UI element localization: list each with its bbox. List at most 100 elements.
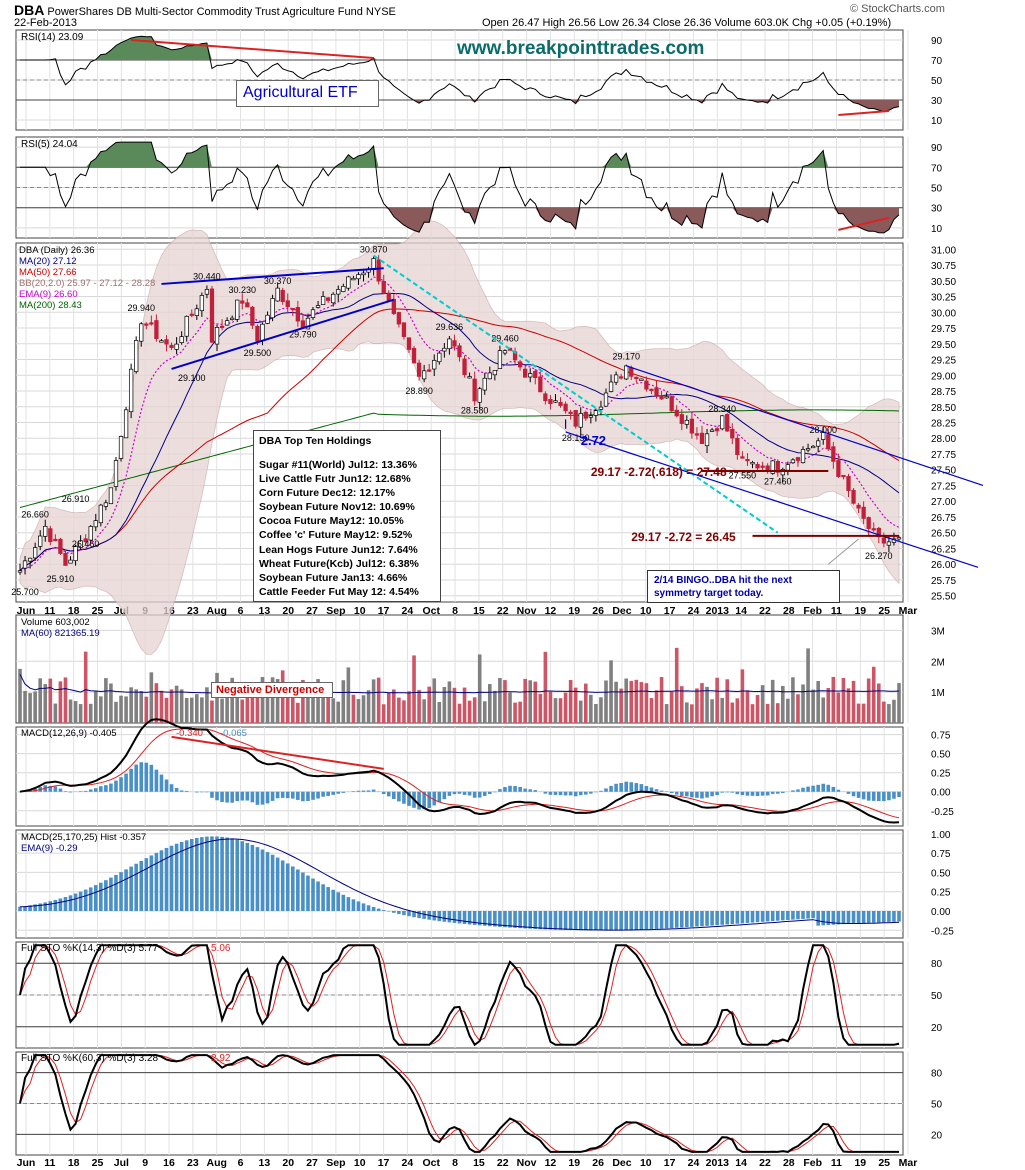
- candle: [477, 388, 482, 403]
- macd-hist-bar: [578, 791, 583, 796]
- x-tick-label: 19: [568, 1157, 580, 1169]
- volume-bar: [765, 703, 770, 723]
- macd2-hist-bar: [48, 901, 53, 911]
- volume-bar: [442, 687, 447, 723]
- x-tick-label: Feb: [803, 605, 822, 617]
- y-tick-label: 28.75: [931, 387, 956, 398]
- y-tick-label: 26.50: [931, 529, 956, 540]
- candle: [315, 305, 321, 308]
- holding-row: Cocoa Future May12: 10.05%: [259, 515, 404, 528]
- macd2-hist-bar: [114, 874, 118, 911]
- macd2-hist-bar: [78, 891, 83, 911]
- x-tick-label: 25: [92, 605, 104, 617]
- x-tick-label: 14: [735, 605, 747, 617]
- macd-hist-bar: [705, 791, 709, 798]
- macd-hist-bar: [568, 791, 573, 796]
- sto2-legend-d: 2.92: [211, 1053, 231, 1064]
- rsi-divergence-line: [131, 39, 374, 59]
- volume-bar: [634, 679, 639, 723]
- volume-bar: [654, 690, 659, 723]
- volume-bar: [99, 696, 103, 723]
- price-label: 29.636: [436, 322, 464, 332]
- macd2-hist-bar: [578, 911, 583, 931]
- macd-hist-bar: [472, 791, 477, 798]
- candle: [760, 465, 765, 468]
- volume-bar: [381, 704, 386, 723]
- macd2-hist-bar: [245, 842, 250, 911]
- y-tick-label: 0.00: [931, 788, 951, 799]
- candle: [22, 560, 28, 569]
- macd2-hist-bar: [488, 911, 492, 927]
- x-tick-label: 19: [854, 1157, 866, 1169]
- macd-hist-bar: [796, 789, 800, 792]
- macd2-hist-bar: [422, 911, 426, 919]
- x-tick-label: 11: [44, 605, 55, 617]
- candle: [83, 538, 88, 543]
- candle: [93, 520, 98, 528]
- candle: [634, 376, 639, 380]
- candle: [346, 276, 351, 289]
- macd2-hist-bar: [275, 857, 280, 911]
- macd2-hist-bar: [781, 911, 785, 921]
- y-tick-label: 30.50: [931, 277, 956, 288]
- macd-hist-bar: [78, 791, 83, 792]
- volume-bar: [83, 651, 88, 723]
- macd2-hist-bar: [215, 836, 219, 911]
- candle: [78, 540, 83, 548]
- volume-bar: [134, 689, 138, 723]
- volume-bar: [33, 691, 37, 723]
- volume-bar: [796, 694, 800, 723]
- candle: [401, 322, 407, 337]
- trendline-upper: [161, 267, 384, 285]
- macd-hist-bar: [53, 786, 58, 792]
- macd-hist-bar: [447, 791, 452, 796]
- macd2-hist-bar: [508, 911, 512, 928]
- candle: [194, 308, 199, 317]
- macd2-hist-bar: [83, 889, 88, 911]
- candle: [219, 325, 225, 328]
- volume-bar: [866, 678, 871, 723]
- volume-bar: [179, 689, 184, 723]
- macd2-hist-bar: [432, 911, 437, 921]
- candle: [563, 403, 568, 412]
- volume-bar: [93, 691, 98, 723]
- volume-bar: [594, 703, 598, 723]
- volume-bar: [169, 689, 174, 723]
- volume-bar: [114, 701, 118, 723]
- macd-hist-bar: [215, 791, 219, 801]
- x-tick-label: 24: [402, 1157, 414, 1169]
- candle: [588, 415, 593, 418]
- candle: [285, 300, 290, 308]
- macd2-hist-bar: [503, 911, 507, 928]
- macd2-hist-bar: [796, 911, 800, 920]
- candle: [502, 350, 508, 354]
- macd2-hist-bar: [316, 881, 320, 911]
- sto2-legend: Full STO %K(60,3) %D(3) 3.28: [21, 1053, 159, 1064]
- volume-bar: [477, 654, 482, 723]
- macd2-hist-bar: [664, 911, 669, 929]
- rsi14-divergence-recent: [838, 110, 889, 116]
- y-tick-label: 1.00: [931, 830, 951, 841]
- candle: [568, 411, 573, 414]
- macd2-hist-bar: [104, 880, 108, 911]
- macd2-hist-bar: [710, 911, 714, 926]
- volume-bar: [392, 689, 396, 723]
- candle: [770, 460, 775, 474]
- candle: [169, 344, 174, 349]
- x-tick-label: Oct: [422, 605, 440, 617]
- candle: [619, 376, 624, 379]
- candle: [548, 399, 553, 405]
- macd2-hist-bar: [392, 911, 396, 913]
- candle: [583, 411, 588, 419]
- candle: [310, 309, 316, 318]
- macd-hist-bar: [775, 791, 780, 794]
- macd-hist-bar: [523, 788, 527, 792]
- macd-hist-bar: [371, 789, 376, 792]
- macd2-hist-bar: [184, 840, 189, 911]
- volume-bar: [690, 704, 694, 723]
- volume-bar: [518, 701, 522, 723]
- volume-bar: [417, 690, 421, 723]
- volume-bar: [679, 686, 684, 723]
- macd2-hist-bar: [634, 911, 639, 930]
- y-tick-label: 0.25: [931, 888, 951, 899]
